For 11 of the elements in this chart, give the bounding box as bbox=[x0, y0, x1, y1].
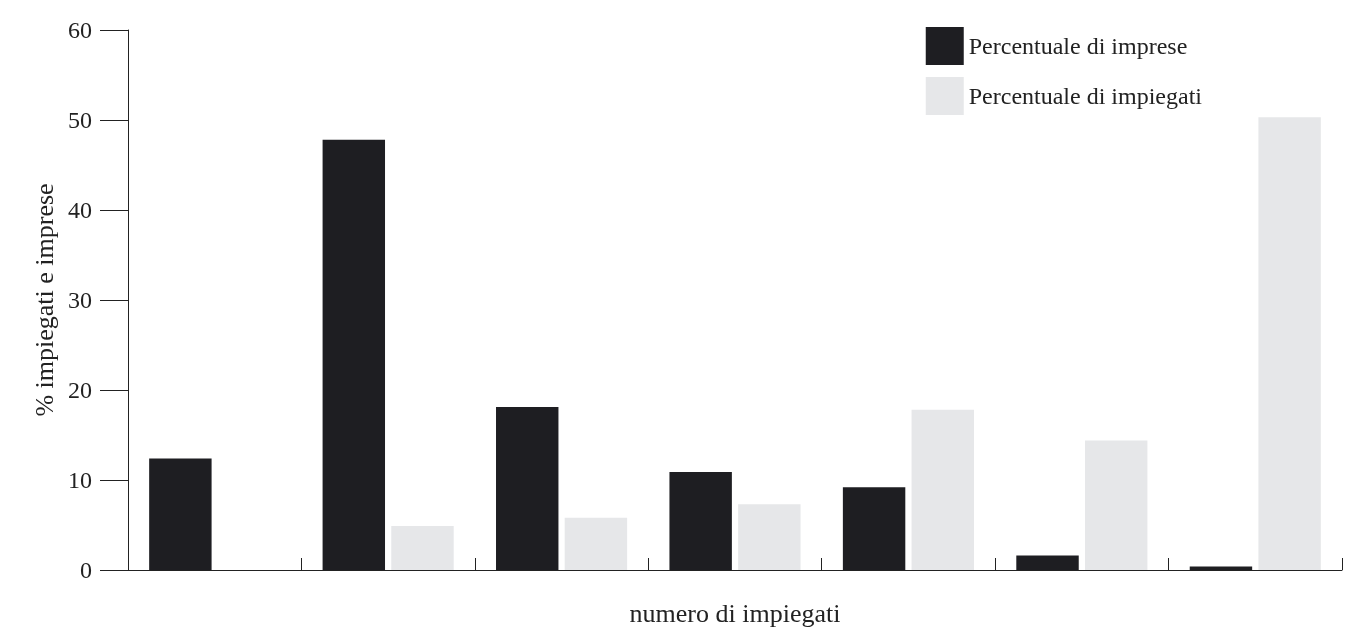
y-tick-label: 0 bbox=[80, 557, 92, 583]
y-tick-label: 20 bbox=[68, 377, 92, 403]
y-tick-label: 30 bbox=[68, 287, 92, 313]
y-tick-label: 10 bbox=[68, 467, 92, 493]
y-axis-title: % impiegati e imprese bbox=[29, 183, 59, 417]
y-tick-label: 60 bbox=[68, 17, 92, 43]
y-tick-label: 40 bbox=[68, 197, 92, 223]
legend-label: Percentuale di imprese bbox=[968, 33, 1188, 59]
legend-label: Percentuale di impiegati bbox=[968, 83, 1203, 109]
x-axis-title: numero di impiegati bbox=[629, 598, 841, 628]
y-tick-label: 50 bbox=[68, 107, 92, 133]
